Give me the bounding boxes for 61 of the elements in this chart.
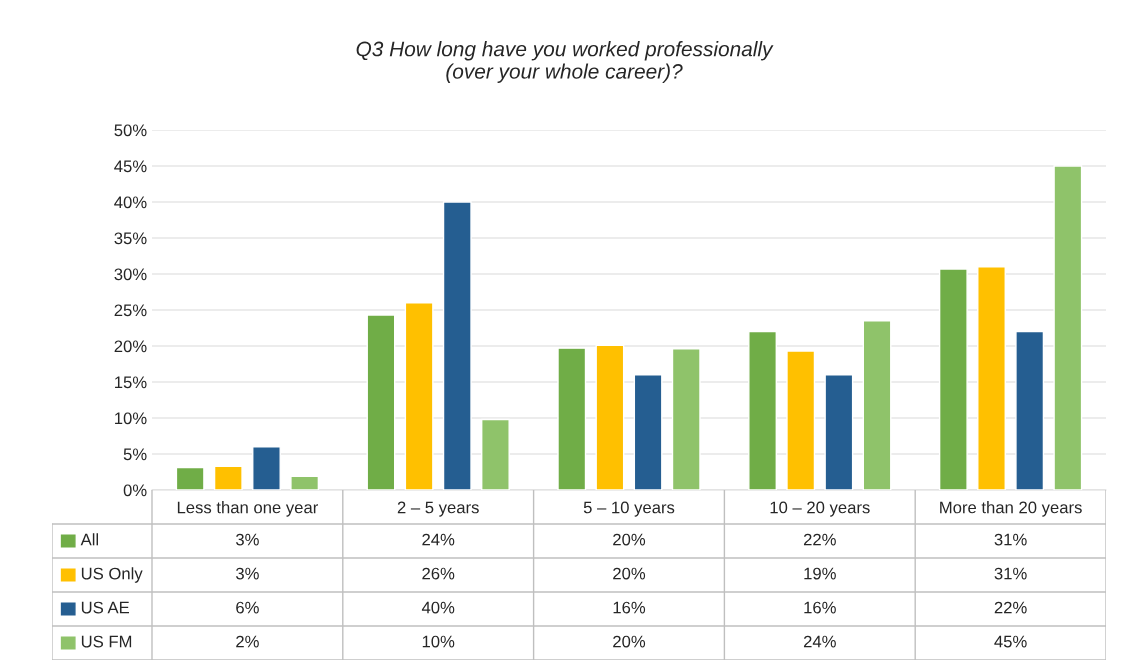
x-tick-label: 5 – 10 years [583, 501, 675, 517]
y-tick-label: 20% [114, 340, 147, 353]
data-label: 3% [235, 567, 259, 580]
bar [671, 348, 701, 490]
y-tick-label: 0% [123, 484, 147, 497]
data-label: 6% [236, 601, 259, 614]
bar [481, 418, 510, 490]
legend-label: US Only [81, 567, 143, 583]
y-tick-label: 25% [114, 304, 147, 317]
data-label: 31% [994, 567, 1027, 580]
bar [1015, 330, 1045, 490]
data-label: 16% [613, 601, 646, 614]
legend-label: US FM [81, 635, 132, 648]
legend-label: All [80, 533, 99, 546]
bar [175, 466, 205, 490]
data-label: 26% [422, 567, 455, 580]
data-label: 20% [613, 567, 646, 580]
data-label: 24% [803, 635, 836, 648]
data-label: 20% [613, 635, 646, 648]
bar [786, 350, 816, 490]
bar [290, 475, 320, 490]
bar [862, 320, 892, 490]
bar [404, 302, 434, 490]
y-tick-label: 40% [114, 196, 147, 209]
data-label: 22% [994, 601, 1027, 614]
x-tick-label: Less than one year [177, 501, 319, 517]
data-label: 3% [235, 533, 259, 546]
bar [366, 314, 396, 490]
y-tick-label: 45% [114, 160, 147, 173]
data-label: 24% [422, 533, 455, 546]
data-label: 45% [994, 635, 1027, 648]
data-label: 16% [804, 601, 836, 614]
data-label: 10% [422, 635, 455, 648]
bar [1053, 165, 1083, 490]
bar [595, 344, 625, 490]
x-tick-label: More than 20 years [940, 501, 1082, 517]
data-label: 20% [613, 533, 646, 546]
data-label: 19% [804, 567, 836, 580]
bar [824, 374, 854, 490]
bar [633, 374, 663, 490]
data-label: 40% [421, 601, 455, 614]
bar [557, 347, 587, 490]
bar [977, 266, 1006, 490]
y-tick-label: 30% [114, 268, 147, 281]
y-tick-label: 5% [123, 448, 147, 461]
bar [938, 268, 968, 490]
bar [748, 330, 777, 490]
y-tick-label: 35% [114, 232, 147, 245]
data-label: 2% [236, 635, 259, 648]
y-tick-label: 10% [115, 412, 147, 425]
data-label: 31% [994, 533, 1027, 546]
data-label: 22% [803, 533, 836, 546]
chart-title: Q3 How long have you worked professionally (over your whole career)? [356, 41, 774, 83]
bar [252, 446, 281, 490]
x-tick-label: 10 – 20 years [770, 501, 870, 517]
legend-label: US AE [81, 601, 129, 614]
y-tick-label: 15% [115, 376, 147, 389]
bar [213, 465, 243, 490]
y-tick-label: 50% [114, 124, 147, 137]
bar [442, 201, 472, 490]
x-tick-label: 2 – 5 years [397, 501, 479, 517]
